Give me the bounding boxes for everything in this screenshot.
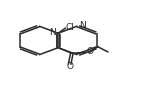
Text: N: N bbox=[49, 28, 56, 37]
Text: Cl: Cl bbox=[65, 23, 74, 32]
Text: O: O bbox=[66, 62, 73, 71]
Text: N: N bbox=[80, 21, 86, 30]
Text: O: O bbox=[86, 47, 93, 56]
